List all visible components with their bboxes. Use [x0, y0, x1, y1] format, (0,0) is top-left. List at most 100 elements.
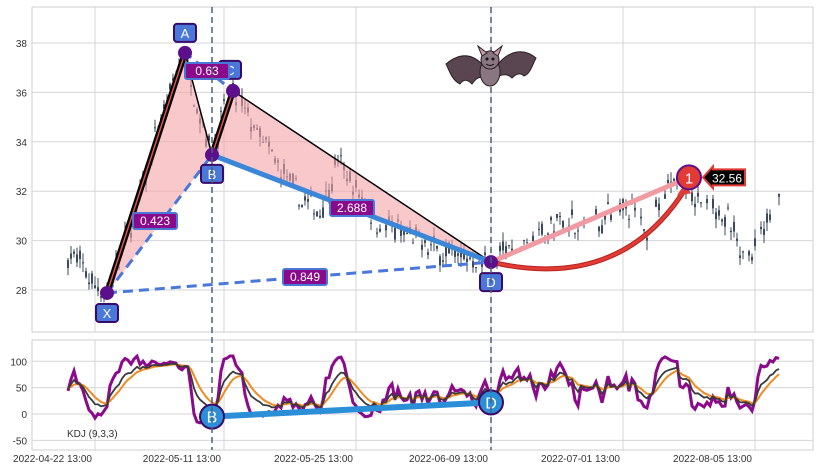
candle-body [658, 203, 660, 211]
candle-body [319, 215, 321, 218]
candle-body [595, 209, 597, 215]
candle-body [532, 235, 534, 241]
candle-body [523, 240, 525, 242]
bc-leg-inner [211, 90, 234, 156]
candle-body [76, 254, 78, 263]
candle-body [694, 203, 696, 208]
candle-body [88, 282, 90, 285]
kdj-y-tick-label: 50 [16, 384, 28, 395]
candle-body [667, 179, 669, 184]
candle-body [559, 215, 561, 218]
candle-body [307, 199, 309, 202]
candle-body [430, 244, 432, 246]
ratio-label: 2.688 [337, 201, 367, 215]
candle-body [724, 217, 726, 227]
candle-body [571, 209, 573, 215]
ratio-label: 0.423 [140, 214, 170, 228]
candle-body [754, 238, 756, 247]
candle-body [778, 193, 780, 197]
x-tick-label: 2022-06-09 13:00 [409, 454, 488, 465]
candle-body [424, 240, 426, 243]
pivot-marker-b [205, 147, 219, 162]
x-tick-label: 2022-04-22 13:00 [13, 454, 92, 465]
candle-body [436, 245, 438, 249]
candle-body [598, 226, 600, 232]
candle-body [163, 104, 165, 110]
candle-body [706, 199, 708, 203]
target-value-box [701, 163, 746, 191]
candle-body [454, 247, 456, 257]
candle-body [715, 212, 717, 220]
ratio-label: 0.63 [195, 64, 219, 78]
candle-body [760, 226, 762, 230]
candle-body [718, 210, 720, 216]
candle-body [643, 229, 645, 231]
candle-body [421, 244, 423, 250]
candle-body [646, 237, 648, 241]
candle-body [97, 287, 99, 292]
candle-body [376, 232, 378, 234]
candle-body [601, 225, 603, 234]
x-tick-label: 2022-05-11 13:00 [143, 454, 222, 465]
y-tick-label: 30 [16, 237, 28, 248]
target-number: 1 [685, 170, 693, 187]
candle-body [526, 242, 528, 244]
point-label-box [95, 302, 119, 323]
candle-body [172, 78, 174, 81]
candle-body [634, 207, 636, 211]
candle-body [733, 221, 735, 232]
candle-body [220, 110, 222, 112]
candle-body [463, 252, 465, 260]
target-circle [676, 164, 702, 191]
candle-body [475, 266, 477, 268]
candle-body [550, 217, 552, 221]
x-tick-label: 2022-05-25 13:00 [274, 454, 353, 465]
candle-body [466, 258, 468, 262]
candle-body [766, 213, 768, 223]
candle-body [439, 256, 441, 266]
candle-body [94, 285, 96, 289]
candle-body [730, 230, 732, 233]
candle-body [169, 83, 171, 90]
candle-body [445, 247, 447, 257]
kdj-divergence-line [211, 399, 492, 420]
candle-body [505, 246, 507, 256]
kdj-y-tick-label: 100 [10, 357, 27, 368]
candle-body [508, 244, 510, 246]
x-tick-label: 2022-07-01 13:00 [541, 454, 620, 465]
y-tick-label: 38 [16, 39, 28, 50]
candle-body [721, 219, 723, 222]
candle-body [604, 215, 606, 220]
candle-body [640, 216, 642, 219]
candle-body [85, 271, 87, 278]
point-label-b: B [208, 167, 217, 182]
ratio-label-box [132, 212, 178, 230]
candle-body [547, 233, 549, 235]
candle-body [736, 238, 738, 241]
cd-leg [232, 90, 492, 263]
candle-body [394, 227, 396, 240]
candle-body [607, 202, 609, 205]
candle-body [742, 251, 744, 253]
candle-body [751, 256, 753, 261]
pivot-marker-a [178, 45, 192, 60]
candle-body [499, 245, 501, 252]
candle-body [73, 251, 75, 254]
ratio-label-box [184, 62, 230, 80]
kdj-y-tick-label: 0 [21, 410, 27, 421]
point-label-a: A [181, 26, 190, 41]
pivot-marker-x [100, 285, 114, 300]
y-tick-label: 36 [16, 88, 28, 99]
candle-body [79, 250, 81, 260]
ratio-label-box [282, 268, 328, 286]
ratio-label-box [329, 199, 375, 217]
candle-body [301, 204, 303, 207]
candle-body [322, 207, 324, 218]
kdj-k-line [67, 362, 780, 409]
candle-body [67, 260, 69, 268]
candle-body [502, 241, 504, 251]
candle-body [313, 213, 315, 215]
candle-body [763, 228, 765, 236]
candle-body [457, 253, 459, 256]
